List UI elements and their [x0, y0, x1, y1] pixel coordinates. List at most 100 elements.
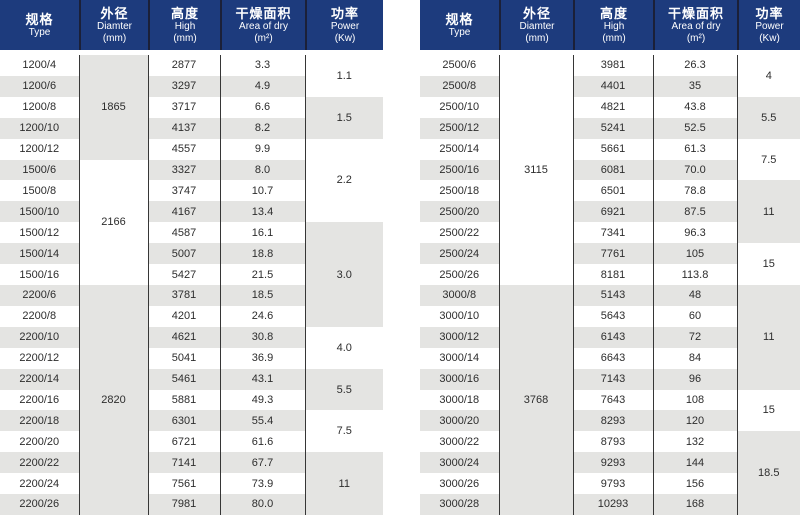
type-cell: 1200/4	[0, 55, 79, 76]
type-cell: 3000/12	[420, 326, 499, 348]
diameter-cell: 1865	[78, 55, 148, 160]
area-cell: 49.3	[219, 389, 305, 411]
spec-table-left: 规格 Type 外径 Diamter (mm) 高度 High (mm) 干燥面…	[0, 0, 383, 515]
high-cell: 4167	[147, 201, 220, 223]
power-cell: 1.1	[304, 55, 383, 97]
table-row: 3000/20 8293 120	[420, 410, 800, 432]
high-cell: 4821	[572, 96, 653, 118]
area-cell: 96	[652, 368, 737, 390]
area-cell: 168	[652, 494, 737, 515]
table-row: 1500/10 4167 13.4	[0, 201, 383, 223]
diameter-cell: 3115	[498, 55, 573, 285]
area-cell: 9.9	[219, 138, 305, 160]
high-cell: 4587	[147, 222, 220, 244]
area-cell: 113.8	[652, 264, 737, 285]
header-high-zh: 高度	[599, 5, 628, 21]
power-cell: 11	[304, 452, 383, 515]
type-cell: 3000/20	[420, 410, 499, 432]
table-row: 3000/22 8793 132 18.5	[420, 431, 800, 515]
table-row: 1200/12 4557 9.9 2.2	[0, 138, 383, 223]
type-cell: 3000/10	[420, 305, 499, 327]
header-power: 功率 Power (Kw)	[305, 0, 383, 50]
area-cell: 156	[652, 473, 737, 495]
table-row: 2500/8 4401 35	[420, 75, 800, 97]
header-diameter-en: Diamter	[519, 20, 555, 32]
type-cell: 2500/24	[420, 243, 499, 265]
table-row: 2500/22 7341 96.3	[420, 222, 800, 244]
table-row: 2500/10 4821 43.8 5.5	[420, 96, 800, 139]
high-cell: 8293	[572, 410, 653, 432]
high-cell: 6643	[572, 347, 653, 369]
type-cell: 1200/12	[0, 138, 79, 160]
type-cell: 2500/10	[420, 96, 499, 118]
type-cell: 1500/6	[0, 159, 79, 181]
header-power-zh: 功率	[330, 5, 359, 21]
type-cell: 2200/16	[0, 389, 79, 411]
high-cell: 6143	[572, 326, 653, 348]
header-area-en: Area of dry	[671, 20, 721, 32]
power-cell: 7.5	[736, 138, 800, 181]
header-power-zh: 功率	[755, 5, 784, 21]
power-cell: 11	[736, 284, 800, 390]
table-row: 1200/4 1865 2877 3.3 1.1	[0, 55, 383, 160]
area-cell: 80.0	[219, 494, 305, 515]
table-row: 1200/10 4137 8.2	[0, 117, 383, 139]
power-cell: 18.5	[736, 431, 800, 515]
type-cell: 2500/12	[420, 117, 499, 139]
diameter-cell: 2166	[78, 159, 148, 285]
type-cell: 2200/24	[0, 473, 79, 495]
diameter-cell: 3768	[498, 284, 573, 515]
area-cell: 61.6	[219, 431, 305, 453]
table-row: 2500/18 6501 78.8 11	[420, 180, 800, 244]
area-cell: 48	[652, 284, 737, 306]
type-cell: 3000/22	[420, 431, 499, 453]
header-type: 规格 Type	[420, 0, 499, 50]
table-row: 2200/26 7981 80.0	[0, 494, 383, 515]
table-row: 2200/24 7561 73.9	[0, 473, 383, 495]
header-diameter-unit: (mm)	[102, 32, 127, 44]
type-cell: 2200/10	[0, 326, 79, 348]
high-cell: 2877	[147, 55, 220, 76]
header-diameter-en: Diamter	[96, 20, 132, 32]
high-cell: 9293	[572, 452, 653, 474]
area-cell: 55.4	[219, 410, 305, 432]
type-cell: 2500/22	[420, 222, 499, 244]
table-row: 2500/26 8181 113.8	[420, 264, 800, 285]
power-cell: 11	[736, 180, 800, 244]
area-cell: 30.8	[219, 326, 305, 348]
power-cell: 15	[736, 389, 800, 432]
table-row: 2200/20 6721 61.6	[0, 431, 383, 453]
type-cell: 3000/8	[420, 284, 499, 306]
spec-table-right: 规格 Type 外径 Diamter (mm) 高度 High (mm) 干燥面…	[420, 0, 800, 515]
high-cell: 3717	[147, 96, 220, 118]
type-cell: 3000/28	[420, 494, 499, 515]
area-cell: 96.3	[652, 222, 737, 244]
area-cell: 61.3	[652, 138, 737, 160]
diameter-cell: 2820	[78, 284, 148, 515]
high-cell: 7141	[147, 452, 220, 474]
power-cell: 4	[736, 55, 800, 97]
header-high-en: High	[603, 20, 625, 32]
header-high-unit: (mm)	[602, 32, 626, 44]
high-cell: 4201	[147, 305, 220, 327]
power-cell: 5.5	[304, 368, 383, 411]
header-area: 干燥面积 Area of dry (m²)	[653, 0, 737, 50]
high-cell: 4557	[147, 138, 220, 160]
high-cell: 7561	[147, 473, 220, 495]
table-row: 3000/26 9793 156	[420, 473, 800, 495]
type-cell: 2200/6	[0, 284, 79, 306]
power-cell: 3.0	[304, 222, 383, 327]
area-cell: 52.5	[652, 117, 737, 139]
area-cell: 78.8	[652, 180, 737, 202]
area-cell: 16.1	[219, 222, 305, 244]
area-cell: 21.5	[219, 264, 305, 285]
header-power-unit: (Kw)	[759, 32, 780, 44]
high-cell: 5427	[147, 264, 220, 285]
type-cell: 2500/8	[420, 75, 499, 97]
area-cell: 3.3	[219, 55, 305, 76]
high-cell: 7341	[572, 222, 653, 244]
header-power-unit: (Kw)	[334, 32, 356, 44]
type-cell: 2500/26	[420, 264, 499, 285]
type-cell: 2200/18	[0, 410, 79, 432]
type-cell: 2500/6	[420, 55, 499, 76]
